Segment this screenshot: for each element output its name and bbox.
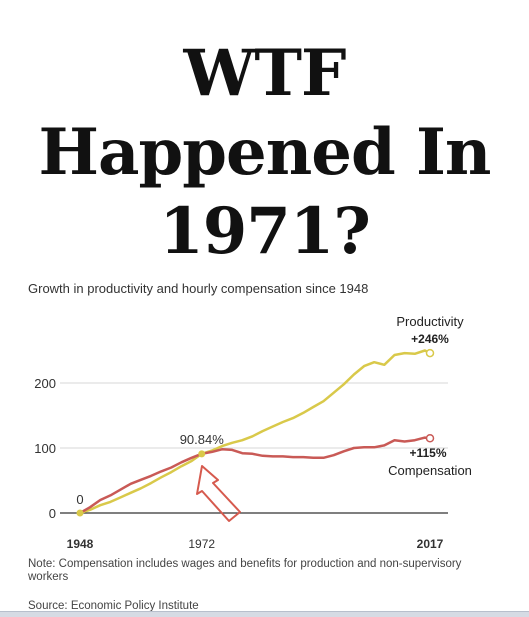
headline-line-3: 1971?	[159, 194, 371, 269]
pivot-value-label: 90.84%	[180, 432, 225, 447]
window-bottom-edge	[0, 611, 529, 617]
start-point-marker	[76, 509, 84, 517]
productivity-label: Productivity	[396, 314, 464, 329]
x-tick-label: 2017	[417, 537, 444, 551]
start-value-label: 0	[76, 492, 83, 507]
x-tick-label: 1948	[67, 537, 94, 551]
headline: WTF Happened In 1971?	[0, 34, 529, 271]
compensation-label: Compensation	[388, 463, 472, 478]
series-line-compensation	[79, 436, 431, 515]
productivity-end-marker	[425, 348, 435, 358]
chart-source: Source: Economic Policy Institute	[28, 600, 199, 612]
y-tick-label: 200	[34, 376, 56, 391]
productivity-change-label: +246%	[411, 332, 449, 346]
line-chart: 0 100 200 1948 1972 2017 0 90.84% Productivity +2…	[34, 314, 472, 551]
series-line-productivity	[79, 349, 431, 515]
pivot-point-marker	[198, 450, 206, 458]
headline-line-1: WTF	[183, 36, 347, 111]
y-tick-label: 0	[49, 506, 56, 521]
y-tick-label: 100	[34, 441, 56, 456]
chart-note: Note: Compensation includes wages and be…	[28, 558, 462, 583]
compensation-change-label: +115%	[409, 446, 446, 460]
chart-title: Growth in productivity and hourly compen…	[28, 281, 369, 296]
x-tick-label: 1972	[188, 537, 215, 551]
headline-line-2: Happened In	[38, 115, 492, 190]
arrow-annotation	[196, 465, 241, 522]
compensation-end-marker	[425, 434, 435, 443]
